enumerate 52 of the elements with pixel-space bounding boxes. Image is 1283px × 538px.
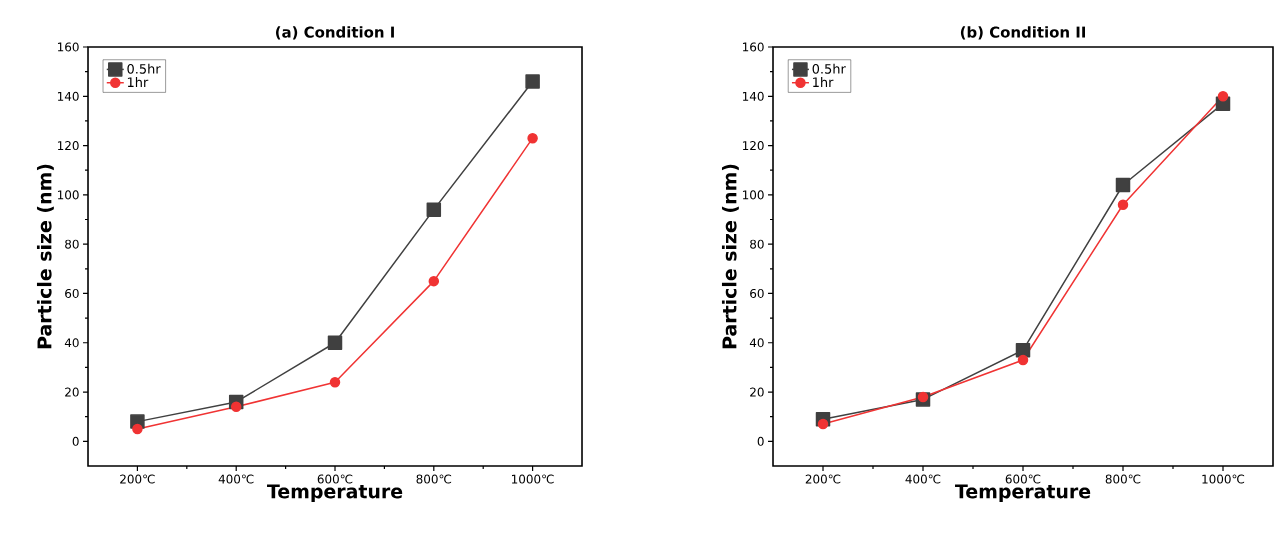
y-tick-label: 0	[72, 436, 79, 446]
y-tick-label: 40	[64, 338, 79, 348]
y-tick-label: 60	[750, 288, 764, 298]
x-tick-label: 600℃	[317, 474, 353, 484]
y-tick-label: 100	[57, 190, 79, 200]
x-tick-label: 1000℃	[512, 474, 554, 484]
point	[327, 335, 343, 350]
point	[428, 275, 440, 287]
point	[1117, 199, 1129, 210]
y-tick-label: 20	[65, 387, 79, 397]
point	[426, 202, 442, 217]
x-axis-title: Temperature	[267, 484, 403, 503]
x-tick-label: 600℃	[1005, 474, 1041, 484]
point	[525, 74, 540, 89]
point	[132, 423, 143, 435]
x-tick-label: 800℃	[1105, 474, 1141, 484]
y-axis-title: Particle size (nm)	[36, 164, 54, 349]
x-axis-title: Temperature	[955, 484, 1091, 503]
y-tick-label: 160	[57, 42, 79, 52]
y-tick-label: 140	[742, 91, 764, 101]
y-tick-label: 80	[750, 239, 764, 249]
x-tick-label: 200℃	[120, 474, 155, 484]
y-tick-label: 40	[749, 338, 764, 348]
x-tick-label: 800℃	[416, 474, 452, 484]
point	[917, 391, 929, 403]
x-tick-label: 400℃	[218, 474, 254, 484]
point	[817, 418, 829, 430]
point	[527, 132, 538, 144]
y-tick-label: 100	[742, 190, 764, 200]
x-tick-label: 1000℃	[1202, 474, 1245, 484]
y-tick-label: 80	[65, 239, 79, 249]
chart-title: (a) Condition I	[276, 26, 394, 40]
x-tick-label: 400℃	[905, 474, 941, 484]
y-axis-title: Particle size (nm)	[721, 164, 739, 349]
y-tick-label: 160	[742, 42, 764, 52]
y-tick-label: 120	[742, 141, 764, 151]
point	[329, 376, 341, 388]
y-tick-label: 140	[57, 91, 79, 101]
point	[1017, 354, 1029, 366]
legend-label: 0.5hr	[127, 63, 161, 74]
legend-label: 1hr	[813, 77, 834, 87]
chart-title: (b) Condition II	[960, 26, 1085, 40]
legend-label: 1hr	[127, 77, 149, 87]
point	[1217, 91, 1229, 102]
x-tick-label: 200℃	[805, 474, 841, 484]
y-tick-label: 20	[750, 387, 764, 397]
legend-label: 0.5hr	[812, 63, 846, 74]
y-tick-label: 60	[65, 288, 79, 298]
y-tick-label: 120	[57, 141, 79, 151]
point	[1115, 177, 1131, 193]
point	[230, 401, 242, 413]
y-tick-label: 0	[757, 436, 764, 446]
